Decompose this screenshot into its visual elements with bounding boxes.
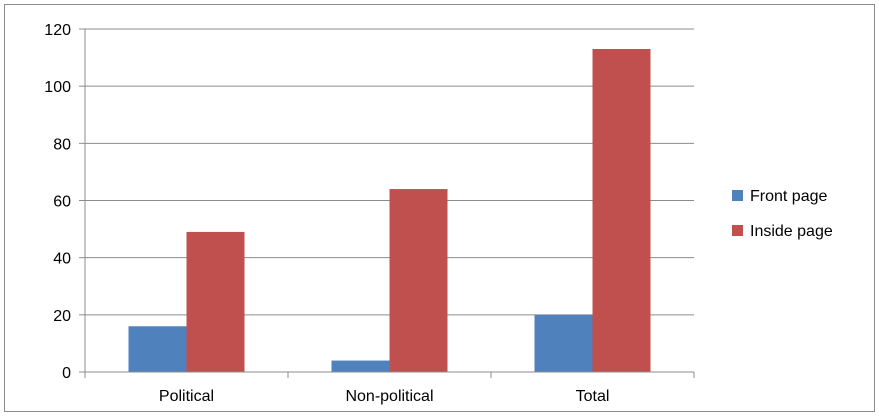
bars — [128, 49, 651, 373]
y-tick-label: 60 — [53, 194, 71, 211]
x-axis-labels: Political Non-political Total — [159, 388, 609, 405]
x-category-label: Total — [576, 388, 610, 405]
bar-front-page-non-political — [331, 360, 390, 372]
bar-inside-page-political — [186, 231, 245, 372]
bar-front-page-political — [128, 326, 187, 372]
y-tick-label: 0 — [62, 365, 71, 382]
x-category-label: Political — [159, 388, 214, 405]
bar-inside-page-non-political — [389, 189, 448, 372]
y-tick-label: 40 — [53, 251, 71, 268]
legend: Front page Inside page — [732, 188, 833, 240]
legend-swatch — [732, 225, 743, 236]
y-tick-label: 120 — [44, 22, 71, 39]
legend-label: Front page — [750, 188, 827, 205]
legend-label: Inside page — [750, 223, 833, 240]
bar-front-page-total — [534, 314, 593, 372]
legend-swatch — [732, 190, 743, 201]
axes — [84, 29, 695, 378]
y-axis-ticks: 0 20 40 60 80 100 120 — [44, 22, 85, 382]
x-category-label: Non-political — [345, 388, 433, 405]
bar-inside-page-total — [592, 49, 651, 373]
y-tick-label: 100 — [44, 79, 71, 96]
y-tick-label: 20 — [53, 308, 71, 325]
y-tick-label: 80 — [53, 136, 71, 153]
